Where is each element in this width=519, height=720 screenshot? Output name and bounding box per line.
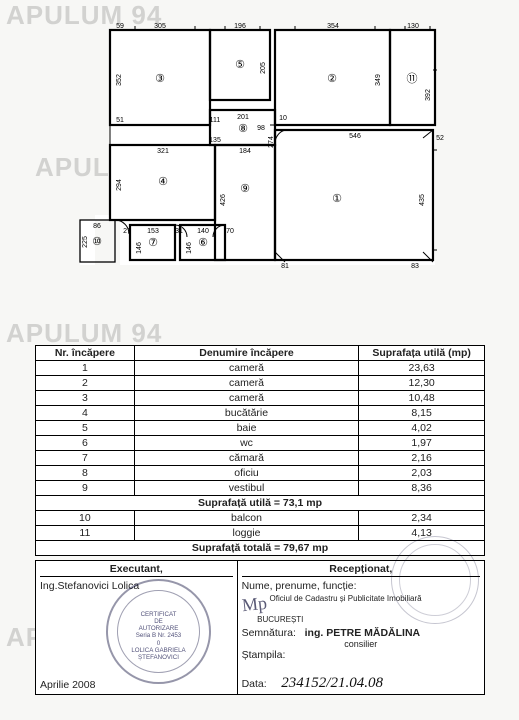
dim: 98	[257, 125, 265, 132]
signature-block: Executant, Ing.Stefanovici Lolica CERTIF…	[35, 560, 485, 695]
dim: 354	[327, 23, 339, 30]
dim: 294	[116, 179, 123, 191]
receptionat-panel: Recepționat, Nume, prenume, funcție: Mp …	[238, 561, 484, 694]
r-title: consilier	[344, 639, 377, 649]
dim: 135	[209, 137, 221, 144]
table-row: 3cameră10,48	[36, 391, 485, 406]
room-7-label: ⑦	[148, 237, 158, 249]
col-area: Suprafața utilă (mp)	[359, 346, 485, 361]
signature-scrawl: Mp	[241, 593, 268, 616]
dim: 201	[237, 114, 249, 121]
dim: 86	[93, 223, 101, 230]
table-row: 5baie4,02	[36, 421, 485, 436]
room-4-label: ④	[158, 176, 168, 188]
room-8-label: ⑧	[238, 123, 248, 135]
table-row: 11loggie4,13	[36, 526, 485, 541]
room-2-label: ②	[327, 73, 337, 85]
subtotal-row: Suprafață utilă = 73,1 mp	[36, 496, 485, 511]
col-name: Denumire încăpere	[134, 346, 359, 361]
dim: 51	[116, 117, 124, 124]
dim: 153	[147, 228, 159, 235]
table-row: 9vestibul8,36	[36, 481, 485, 496]
dim: 52	[436, 135, 444, 142]
dim: 321	[157, 148, 169, 155]
room-5-label: ⑤	[235, 59, 245, 71]
dim: 59	[116, 23, 124, 30]
executant-header: Executant,	[40, 563, 233, 577]
dim: 70	[226, 228, 234, 235]
room-6-label: ⑥	[198, 237, 208, 249]
dim: 111	[210, 117, 221, 124]
dim: 130	[407, 23, 419, 30]
dim: 435	[419, 194, 426, 206]
dim: 27	[123, 228, 131, 235]
dim: 349	[375, 74, 382, 86]
dim: 140	[197, 228, 209, 235]
dim: 305	[154, 23, 166, 30]
table-row: 1cameră23,63	[36, 361, 485, 376]
dim: 31	[175, 228, 183, 235]
dim: 352	[116, 74, 123, 86]
dim: 274	[268, 136, 275, 148]
executant-panel: Executant, Ing.Stefanovici Lolica CERTIF…	[36, 561, 238, 694]
table-row: 7cămară2,16	[36, 451, 485, 466]
dim: 146	[136, 242, 143, 254]
receptionat-stamp	[391, 536, 479, 624]
dim: 196	[234, 23, 246, 30]
executant-stamp-text: CERTIFICAT DE AUTORIZARE Seria B Nr. 245…	[111, 611, 206, 661]
dim: 10	[279, 115, 287, 122]
dim: 426	[220, 194, 227, 206]
r-data-label: Data:	[242, 678, 267, 690]
dim: 205	[260, 62, 267, 74]
table-row: 8oficiu2,03	[36, 466, 485, 481]
dim: 225	[82, 236, 89, 248]
col-nr: Nr. încăpere	[36, 346, 135, 361]
table-row: 2cameră12,30	[36, 376, 485, 391]
table-header-row: Nr. încăpere Denumire încăpere Suprafața…	[36, 346, 485, 361]
rooms-table: Nr. încăpere Denumire încăpere Suprafața…	[35, 345, 485, 556]
floorplan: ① ② ③ ④ ⑤ ⑥ ⑦ ⑧ ⑨ ⑩ ⑪ 305 196 354 130 35…	[75, 20, 455, 290]
r-data-value: 234152/21.04.08	[281, 675, 383, 691]
room-10-label: ⑩	[92, 236, 102, 248]
table-row: 10balcon2,34	[36, 511, 485, 526]
room-9-label: ⑨	[240, 183, 250, 195]
room-11-label: ⑪	[407, 72, 418, 85]
dim: 184	[239, 148, 251, 155]
dim: 83	[411, 263, 419, 270]
dim: 392	[425, 89, 432, 101]
r-stamp-label: Ștampila:	[242, 649, 480, 661]
table-row: 6wc1,97	[36, 436, 485, 451]
r-sem-label: Semnătura:	[242, 627, 296, 639]
executant-date: Aprilie 2008	[40, 679, 95, 691]
r-name: ing. PETRE MĂDĂLINA	[305, 627, 421, 639]
dim: 81	[281, 263, 289, 270]
dim: 146	[186, 242, 193, 254]
room-1-label: ①	[332, 193, 342, 205]
table-row: 4bucătărie8,15	[36, 406, 485, 421]
room-3-label: ③	[155, 73, 165, 85]
dim: 546	[349, 133, 361, 140]
